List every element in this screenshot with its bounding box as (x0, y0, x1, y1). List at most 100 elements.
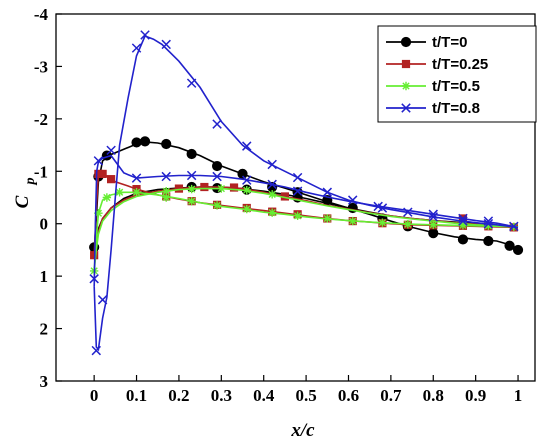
data-point (91, 345, 102, 356)
data-point (242, 204, 251, 214)
data-point (212, 119, 222, 129)
data-point (161, 171, 171, 182)
x-tick-label: 0.3 (211, 386, 232, 405)
series-line (93, 191, 519, 271)
data-point (131, 43, 142, 53)
x-tick-label: 0.2 (168, 386, 189, 405)
legend-items: t/T=0 t/T=0.25 t/T=0.5 t/T=0.8 (386, 34, 488, 117)
data-point (483, 235, 494, 247)
data-point (267, 208, 277, 217)
data-point (483, 216, 494, 226)
data-point (212, 201, 222, 210)
data-point (186, 170, 197, 181)
series-line (93, 154, 519, 287)
data-point (292, 186, 303, 196)
data-point (293, 211, 302, 221)
legend-marker (401, 81, 411, 91)
data-point (267, 179, 277, 190)
data-point (292, 172, 303, 183)
y-tick-label: 1 (40, 267, 49, 286)
y-tick-label: -2 (34, 110, 48, 129)
data-point (115, 188, 124, 197)
data-point (102, 193, 112, 202)
data-point (97, 295, 108, 305)
series-line (93, 141, 519, 251)
series-line (93, 186, 519, 251)
data-point (347, 195, 358, 205)
series-layer (89, 30, 524, 356)
data-point (428, 212, 438, 222)
data-point (217, 184, 226, 193)
series-t-t-0 (89, 136, 524, 256)
x-tick-label: 0.7 (380, 386, 402, 405)
data-point (323, 214, 332, 223)
data-point (94, 209, 103, 218)
x-tick-label: 0.5 (295, 386, 316, 405)
data-point (322, 187, 333, 197)
data-point (161, 138, 172, 150)
x-tick-label: 0.9 (465, 386, 486, 405)
data-point (458, 213, 468, 224)
data-point (242, 185, 251, 195)
data-point (211, 160, 223, 172)
data-point (504, 240, 515, 251)
y-tick-label: 2 (40, 320, 49, 339)
data-point (242, 141, 252, 151)
legend-label: t/T=0.8 (432, 100, 480, 117)
y-axis-title-subscript: p (23, 178, 38, 186)
data-point (373, 201, 383, 212)
data-point (403, 207, 413, 217)
data-point (428, 228, 439, 239)
data-point (458, 216, 468, 226)
data-point (429, 220, 438, 229)
data-point (161, 39, 171, 50)
series-line (93, 34, 519, 352)
legend-marker (401, 59, 411, 69)
data-point (229, 183, 239, 192)
y-axis-title-main: C (12, 195, 33, 208)
series-t-t-0-25 (90, 169, 519, 260)
data-point (237, 168, 248, 180)
data-point (107, 175, 116, 184)
data-point (200, 182, 209, 192)
data-point (93, 156, 104, 166)
series-t-t-0-8 (89, 30, 519, 356)
data-point (348, 216, 357, 226)
y-tick-label: 3 (40, 372, 49, 391)
axes-layer (55, 13, 536, 382)
x-tick-label: 0.8 (423, 386, 444, 405)
data-point (139, 136, 151, 147)
y-axis-title: C p (12, 178, 38, 209)
x-tick-label: 1 (514, 386, 523, 405)
data-point (187, 196, 196, 206)
x-axis-title: x/c (290, 420, 315, 441)
data-point (174, 184, 184, 193)
y-tick-label: -3 (34, 57, 48, 76)
data-point (267, 159, 277, 170)
data-point (484, 221, 493, 231)
x-tick-label: 0.4 (253, 386, 275, 405)
legend-label: t/T=0.25 (432, 56, 488, 73)
data-point (98, 169, 107, 179)
legend-label: t/T=0 (432, 34, 467, 51)
data-point (403, 220, 413, 229)
data-point (458, 221, 468, 230)
y-tick-label: 0 (40, 215, 49, 234)
data-point (212, 171, 222, 182)
legend-label: t/T=0.5 (432, 78, 480, 95)
series-line (93, 187, 519, 271)
y-tick-label: -1 (34, 162, 48, 181)
data-point (186, 78, 197, 88)
data-point (428, 209, 438, 220)
x-tick-label: 0.1 (126, 386, 147, 405)
data-point (162, 187, 171, 196)
data-point (132, 188, 141, 197)
legend-marker (400, 36, 412, 48)
data-point (187, 184, 196, 194)
data-point (457, 234, 469, 245)
series-line (93, 170, 519, 256)
data-point (131, 137, 142, 148)
data-point (242, 175, 252, 185)
data-point (89, 274, 99, 284)
